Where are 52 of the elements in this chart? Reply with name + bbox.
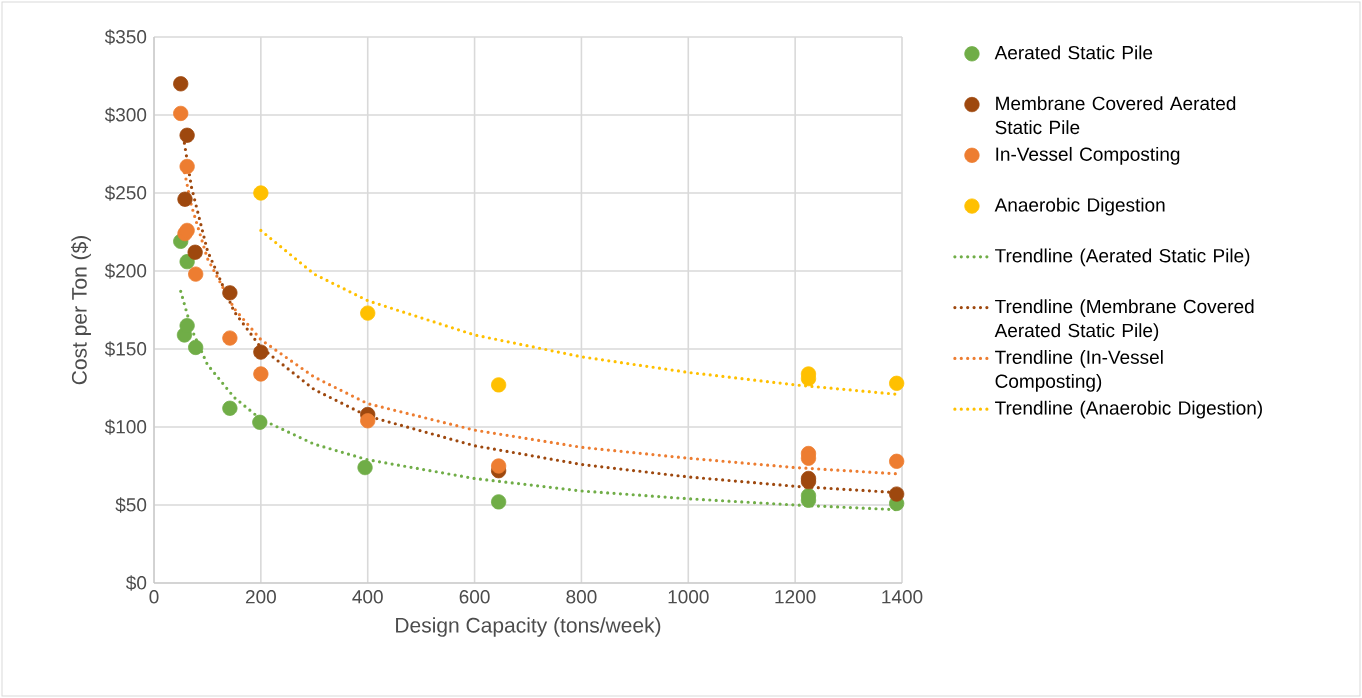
y-tick-label: $300 (104, 107, 147, 123)
point (173, 76, 189, 92)
point (360, 305, 376, 321)
point (357, 459, 373, 476)
point (253, 366, 269, 382)
x-tick-label: 600 (459, 590, 490, 604)
point (491, 458, 507, 474)
line-series (259, 228, 899, 396)
x-tick-label: 1200 (775, 590, 816, 604)
x-axis-title: Design Capacity (tons/week) (396, 617, 661, 637)
point (179, 127, 195, 143)
x-tick-label: 1000 (668, 590, 709, 604)
y-tick-label: $0 (126, 575, 147, 591)
x-tick-label: 200 (245, 590, 276, 604)
point (889, 486, 905, 502)
point (177, 191, 193, 207)
legend-label: Anaerobic Digestion (994, 197, 1165, 216)
y-axis-title: Cost per Ton ($) (71, 236, 91, 385)
point (222, 330, 238, 346)
point (360, 413, 376, 429)
legend-label: Trendline (Membrane Covered Aerated Static Pile) (994, 299, 1254, 341)
y-tick-label: $50 (115, 497, 147, 513)
point (889, 453, 905, 469)
y-tick-label: $200 (104, 263, 147, 279)
x-tick-label: 800 (566, 590, 597, 604)
point (222, 285, 238, 301)
legend-label: Trendline (Anaerobic Digestion) (995, 400, 1262, 419)
legend-label: Trendline (In-Vessel Composting) (995, 350, 1163, 392)
y-tick-label: $350 (104, 29, 147, 45)
point (222, 400, 238, 416)
y-tick-label: $100 (104, 419, 147, 435)
point (252, 414, 268, 430)
legend-label: Aerated Static Pile (994, 45, 1153, 60)
legend-label: Membrane Covered Aerated Static Pile (995, 96, 1236, 135)
point (179, 318, 195, 334)
legend-label: Trendline (Aerated Static Pile) (995, 248, 1250, 267)
point (188, 339, 204, 356)
x-tick-label: 1400 (882, 590, 923, 604)
y-tick-label: $150 (104, 341, 147, 357)
legend-label: In-Vessel Composting (996, 146, 1180, 165)
x-tick-label: 0 (149, 590, 159, 604)
point (173, 105, 189, 122)
point (253, 344, 269, 360)
point (491, 494, 507, 510)
y-tick-label: $250 (104, 185, 147, 201)
point (491, 377, 507, 393)
point (187, 244, 203, 260)
point (188, 266, 204, 282)
point (253, 185, 269, 201)
point (889, 375, 905, 391)
x-tick-label: 400 (352, 590, 383, 604)
point (179, 158, 195, 175)
